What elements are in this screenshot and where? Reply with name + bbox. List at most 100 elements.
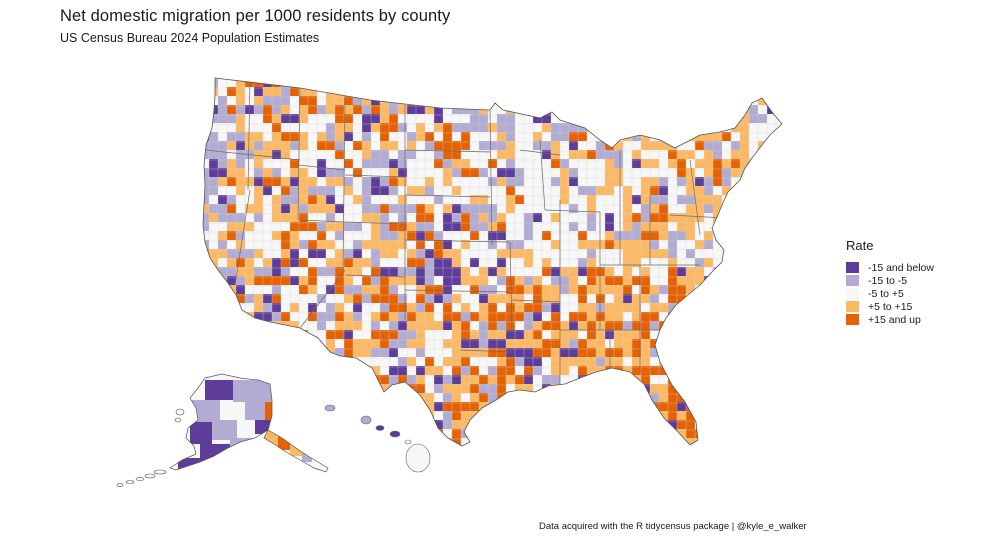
county-cell bbox=[488, 123, 497, 132]
county-cell bbox=[281, 204, 290, 213]
county-cell bbox=[677, 447, 686, 465]
county-cell bbox=[668, 312, 686, 321]
county-cell bbox=[398, 96, 407, 114]
county-cell bbox=[722, 420, 731, 429]
county-cell bbox=[203, 285, 218, 294]
county-cell bbox=[353, 402, 362, 411]
county-cell bbox=[695, 393, 713, 402]
county-cell bbox=[203, 168, 209, 177]
county-cell bbox=[515, 249, 524, 258]
county-cell bbox=[542, 375, 551, 384]
county-cell bbox=[650, 438, 668, 446]
county-cell bbox=[461, 357, 470, 366]
county-cell bbox=[263, 348, 272, 357]
county-cell bbox=[605, 240, 614, 249]
county-cell bbox=[632, 294, 641, 303]
county-cell bbox=[749, 438, 758, 446]
county-cell bbox=[623, 321, 632, 330]
county-cell bbox=[632, 375, 641, 384]
county-cell bbox=[398, 168, 407, 177]
county-cell bbox=[560, 402, 569, 411]
county-cell bbox=[605, 420, 614, 429]
county-cell bbox=[578, 420, 596, 429]
county-cell bbox=[758, 402, 776, 420]
county-cell bbox=[677, 96, 695, 105]
county-cell bbox=[713, 393, 722, 402]
county-cell bbox=[677, 411, 686, 420]
county-cell bbox=[344, 159, 353, 168]
county-cell bbox=[632, 78, 641, 87]
county-cell bbox=[497, 384, 506, 393]
county-cell bbox=[209, 249, 218, 267]
county-cell bbox=[461, 123, 470, 132]
county-cell bbox=[677, 339, 686, 357]
county-cell bbox=[686, 312, 695, 321]
county-cell bbox=[281, 312, 290, 321]
county-cell bbox=[272, 303, 281, 312]
county-cell bbox=[587, 420, 596, 429]
county-cell bbox=[281, 366, 290, 375]
county-cell bbox=[335, 276, 344, 294]
county-cell bbox=[524, 96, 533, 105]
county-cell bbox=[578, 402, 587, 411]
county-cell bbox=[722, 159, 731, 168]
county-cell bbox=[497, 213, 506, 222]
county-cell bbox=[515, 420, 524, 438]
county-cell bbox=[731, 249, 740, 267]
county-cell bbox=[533, 402, 542, 420]
county-cell bbox=[353, 312, 362, 321]
county-cell bbox=[623, 348, 632, 357]
county-cell bbox=[569, 222, 578, 231]
county-cell bbox=[299, 348, 308, 366]
county-cell bbox=[659, 114, 677, 123]
county-cell bbox=[290, 87, 299, 96]
county-cell bbox=[650, 447, 659, 456]
county-cell bbox=[641, 366, 650, 375]
county-cell bbox=[596, 150, 605, 159]
county-cell bbox=[299, 213, 308, 222]
county-cell bbox=[515, 312, 524, 321]
county-cell bbox=[452, 87, 470, 96]
county-cell bbox=[650, 141, 659, 150]
county-cell bbox=[605, 105, 614, 114]
county-cell bbox=[515, 411, 524, 420]
county-cell bbox=[272, 123, 281, 132]
county-cell bbox=[677, 321, 686, 330]
county-cell bbox=[236, 231, 245, 240]
county-cell bbox=[632, 132, 641, 141]
county-cell bbox=[479, 348, 488, 357]
county-cell bbox=[371, 384, 380, 393]
county-cell bbox=[308, 357, 317, 375]
county-cell bbox=[659, 438, 668, 446]
county-cell bbox=[272, 213, 281, 222]
county-cell bbox=[380, 123, 389, 132]
county-cell bbox=[488, 366, 497, 375]
county-cell bbox=[407, 339, 416, 348]
county-cell bbox=[416, 123, 425, 132]
county-cell bbox=[659, 384, 668, 393]
county-cell bbox=[236, 285, 245, 294]
state-line bbox=[404, 239, 511, 243]
county-cell bbox=[488, 303, 497, 312]
county-cell bbox=[623, 204, 632, 213]
county-cell bbox=[686, 366, 695, 375]
county-cell bbox=[551, 240, 560, 249]
county-cell bbox=[749, 105, 758, 114]
map-title: Net domestic migration per 1000 resident… bbox=[60, 7, 451, 25]
county-cell bbox=[677, 132, 695, 141]
legend-swatch bbox=[846, 275, 859, 286]
county-cell bbox=[596, 96, 614, 105]
county-cell bbox=[605, 330, 614, 339]
county-cell bbox=[713, 339, 722, 348]
county-cell bbox=[371, 105, 380, 114]
county-cell bbox=[623, 393, 632, 402]
county-cell bbox=[389, 438, 407, 446]
county-cell bbox=[605, 402, 614, 420]
county-cell bbox=[587, 150, 596, 159]
county-cell bbox=[416, 375, 425, 384]
county-cell bbox=[236, 222, 245, 231]
county-cell bbox=[290, 159, 299, 168]
county-cell bbox=[524, 402, 533, 411]
county-cell bbox=[479, 420, 488, 429]
